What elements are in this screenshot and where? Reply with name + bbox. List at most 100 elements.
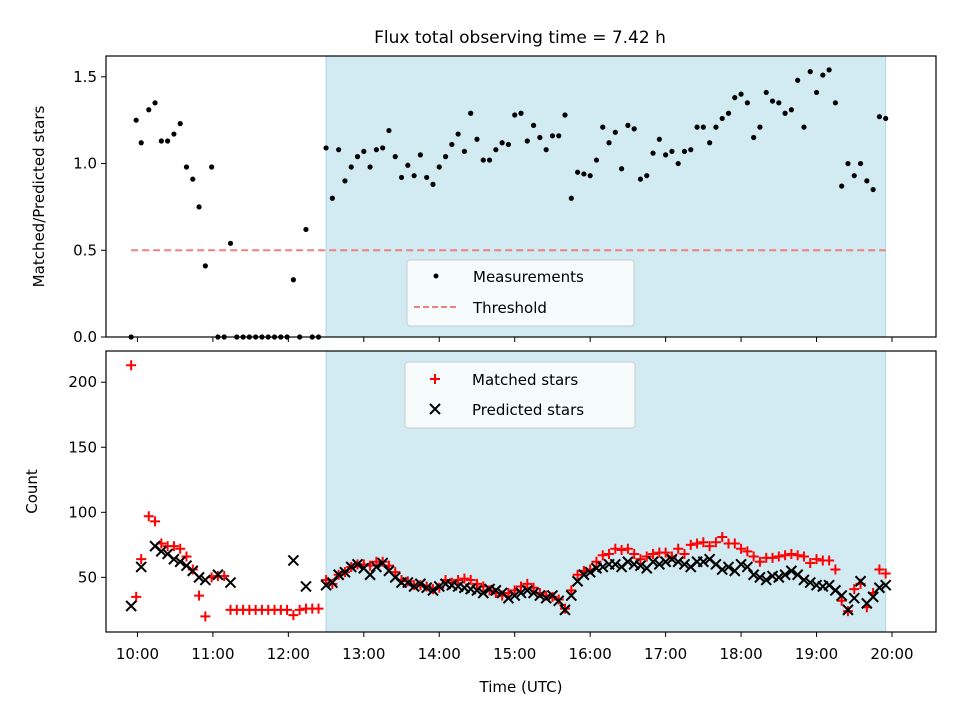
x-tick-label: 14:00: [418, 645, 461, 663]
matched-star-point: [390, 567, 401, 578]
measurement-point: [600, 124, 606, 130]
matched-star-point: [465, 574, 476, 585]
y-tick-label: 0.5: [73, 241, 97, 259]
measurement-point: [455, 131, 461, 137]
predicted-star-point: [540, 592, 552, 604]
measurement-point: [380, 145, 386, 151]
measurement-point: [694, 124, 700, 130]
predicted-star-point: [125, 600, 137, 612]
predicted-star-point: [835, 589, 848, 602]
predicted-star-point: [521, 584, 533, 597]
matched-star-point: [219, 571, 230, 582]
measurement-point: [669, 148, 675, 155]
predicted-star-point: [773, 571, 785, 584]
measurement-point: [637, 176, 644, 182]
predicted-star-point: [609, 558, 622, 571]
x-tick-label: 13:00: [342, 645, 385, 663]
predicted-star-point: [168, 553, 180, 565]
matched-star-point: [622, 543, 633, 554]
measurement-point: [851, 173, 857, 179]
matched-star-point: [471, 578, 482, 589]
matched-star-point: [136, 554, 147, 565]
matched-star-point: [648, 548, 659, 559]
measurement-point: [329, 195, 335, 201]
bottom-y-axis-label: Count: [23, 469, 41, 514]
predicted-star-point: [515, 587, 527, 599]
measurement-point: [474, 136, 480, 142]
measurement-point: [820, 72, 826, 78]
predicted-star-point: [785, 565, 798, 577]
predicted-star-point: [672, 556, 684, 568]
matched-star-point: [685, 539, 696, 550]
measurement-point: [587, 173, 593, 179]
legend-plus-glyph: [430, 374, 440, 384]
matched-star-point: [679, 548, 690, 559]
chart-title: Flux total observing time = 7.42 h: [374, 28, 666, 48]
predicted-star-point: [634, 559, 647, 572]
legend-predicted-label: Predicted stars: [472, 401, 584, 419]
measurement-point: [152, 100, 158, 106]
matched-star-point: [673, 543, 684, 554]
predicted-star-points: [125, 540, 892, 616]
matched-star-point: [168, 541, 179, 552]
predicted-star-point: [854, 575, 867, 587]
matched-star-point: [194, 590, 205, 601]
predicted-star-point: [414, 578, 427, 590]
top-x-ticks: [136, 337, 893, 342]
measurement-point: [158, 138, 164, 144]
measurement-point: [461, 148, 468, 155]
predicted-star-point: [527, 587, 540, 599]
measurement-point: [449, 141, 455, 148]
predicted-star-point: [565, 589, 578, 602]
measurement-point: [832, 100, 838, 106]
measurement-point: [430, 181, 436, 187]
predicted-star-point: [433, 580, 445, 593]
matched-star-point: [453, 574, 464, 585]
measurement-point: [512, 112, 518, 118]
measurement-point: [354, 154, 361, 160]
x-tick-label: 15:00: [493, 645, 536, 663]
measurement-point: [367, 164, 373, 170]
matched-star-point: [641, 551, 652, 562]
matched-star-point: [175, 543, 186, 554]
predicted-star-point: [326, 576, 339, 589]
measurement-point: [769, 98, 776, 104]
measurement-point: [480, 157, 486, 163]
matched-star-point: [754, 556, 765, 567]
matched-star-point: [836, 595, 847, 606]
predicted-star-point: [559, 604, 571, 616]
y-tick-label: 150: [68, 438, 97, 456]
predicted-star-point: [320, 579, 332, 591]
measurement-point: [543, 147, 549, 153]
measurement-point: [574, 169, 581, 175]
predicted-star-point: [597, 561, 609, 573]
legend-predicted-marker: [429, 403, 441, 415]
legend-matched-marker: [430, 374, 440, 384]
predicted-star-point: [364, 569, 376, 581]
measurement-point: [876, 114, 883, 120]
bottom-legend: Matched stars Predicted stars: [404, 361, 636, 429]
predicted-star-point: [287, 554, 300, 567]
measurement-point: [361, 148, 367, 155]
x-tick-label: 17:00: [644, 645, 687, 663]
measurement-point: [675, 160, 681, 167]
predicted-star-point: [653, 558, 666, 571]
measurement-point: [700, 124, 706, 130]
predicted-star-point: [351, 558, 364, 571]
measurement-point: [681, 148, 688, 155]
measurement-points: [128, 67, 889, 340]
measurement-point: [537, 134, 543, 141]
x-tick-label: 11:00: [191, 645, 234, 663]
measurement-point: [619, 166, 625, 172]
predicted-star-point: [848, 592, 860, 604]
measurement-point: [839, 183, 845, 189]
matched-star-point: [880, 568, 891, 579]
matched-star-point: [805, 558, 816, 569]
x-axis-label: Time (UTC): [479, 678, 563, 696]
measurement-point: [398, 174, 405, 181]
measurement-point: [631, 126, 637, 132]
matched-star-point: [459, 573, 470, 584]
measurement-point: [738, 91, 744, 97]
matched-star-point: [604, 548, 615, 559]
top-panel: 0.0 0.5 1.0 1.5 Matched/Predicted stars Mea…: [30, 55, 937, 346]
